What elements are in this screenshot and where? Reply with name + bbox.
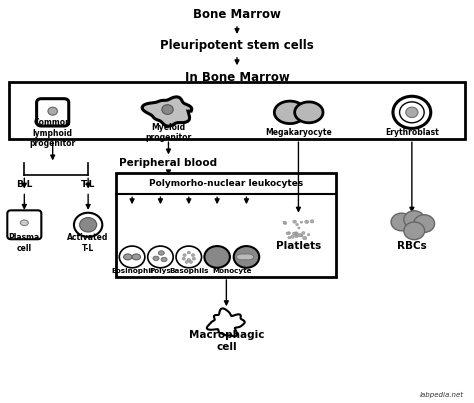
FancyBboxPatch shape [9, 82, 465, 139]
Text: Plasma
cell: Plasma cell [9, 233, 40, 253]
Text: RBCs: RBCs [397, 241, 427, 251]
Text: Megakaryocyte: Megakaryocyte [265, 128, 332, 137]
Circle shape [393, 96, 431, 129]
Text: Basophils: Basophils [169, 268, 209, 274]
Circle shape [162, 105, 173, 114]
Circle shape [119, 246, 145, 268]
Circle shape [80, 218, 97, 232]
Circle shape [307, 234, 310, 236]
Ellipse shape [20, 220, 28, 226]
Ellipse shape [153, 256, 159, 260]
Circle shape [187, 258, 191, 261]
Circle shape [305, 220, 309, 224]
Circle shape [300, 235, 303, 237]
Circle shape [286, 232, 289, 235]
FancyBboxPatch shape [7, 210, 41, 239]
Circle shape [404, 211, 425, 229]
PathPatch shape [237, 254, 254, 260]
Text: Macrophagic
cell: Macrophagic cell [189, 330, 264, 352]
Circle shape [287, 232, 291, 235]
Circle shape [301, 231, 305, 235]
Circle shape [185, 261, 188, 264]
Ellipse shape [158, 251, 164, 255]
Circle shape [183, 254, 186, 257]
Circle shape [310, 220, 314, 223]
Text: Polymorho-nuclear leukocytes: Polymorho-nuclear leukocytes [149, 179, 303, 188]
Text: Monocyte: Monocyte [212, 268, 252, 274]
Circle shape [295, 235, 298, 238]
Text: Platlets: Platlets [276, 241, 321, 251]
Circle shape [191, 254, 195, 257]
Text: Pleuripotent stem cells: Pleuripotent stem cells [160, 39, 314, 52]
Circle shape [302, 236, 307, 240]
Circle shape [414, 215, 435, 233]
Ellipse shape [132, 254, 141, 260]
PathPatch shape [295, 102, 323, 123]
Text: Eosinophil: Eosinophil [111, 268, 153, 274]
Circle shape [74, 213, 102, 237]
Text: In Bone Marrow: In Bone Marrow [185, 71, 289, 83]
Text: labpedia.net: labpedia.net [420, 392, 464, 398]
Circle shape [288, 237, 291, 239]
Ellipse shape [124, 254, 132, 260]
PathPatch shape [207, 308, 245, 337]
Circle shape [406, 107, 418, 118]
Circle shape [283, 221, 286, 224]
FancyBboxPatch shape [36, 99, 69, 126]
Circle shape [148, 246, 173, 268]
Text: Peripheral blood: Peripheral blood [119, 158, 218, 168]
Circle shape [296, 223, 299, 226]
Circle shape [189, 261, 192, 264]
Circle shape [391, 213, 412, 231]
Circle shape [204, 246, 230, 268]
Circle shape [293, 232, 297, 235]
Text: T-L: T-L [81, 180, 95, 189]
Circle shape [291, 235, 294, 238]
Circle shape [234, 246, 259, 268]
Circle shape [300, 221, 303, 223]
Circle shape [182, 258, 185, 260]
Text: Bone Marrow: Bone Marrow [193, 8, 281, 21]
Text: Activated
T-L: Activated T-L [67, 233, 109, 253]
Circle shape [404, 222, 425, 240]
Text: Myeloid
progenitor: Myeloid progenitor [146, 123, 191, 142]
FancyBboxPatch shape [117, 173, 336, 277]
Circle shape [301, 235, 303, 237]
PathPatch shape [274, 101, 306, 124]
Circle shape [298, 233, 302, 237]
Text: Erythroblast: Erythroblast [385, 128, 439, 137]
Circle shape [176, 246, 201, 268]
Circle shape [187, 251, 191, 254]
Circle shape [293, 220, 297, 223]
Circle shape [298, 227, 300, 229]
Circle shape [295, 232, 298, 235]
Circle shape [48, 107, 57, 115]
Text: B-L: B-L [16, 180, 33, 189]
Text: Common
lymphoid
progenitor: Common lymphoid progenitor [29, 118, 76, 148]
Circle shape [400, 102, 424, 123]
Circle shape [292, 232, 296, 235]
Ellipse shape [161, 257, 167, 262]
PathPatch shape [142, 97, 191, 126]
Circle shape [283, 222, 287, 224]
Text: Polys: Polys [150, 268, 171, 274]
Circle shape [192, 258, 196, 260]
